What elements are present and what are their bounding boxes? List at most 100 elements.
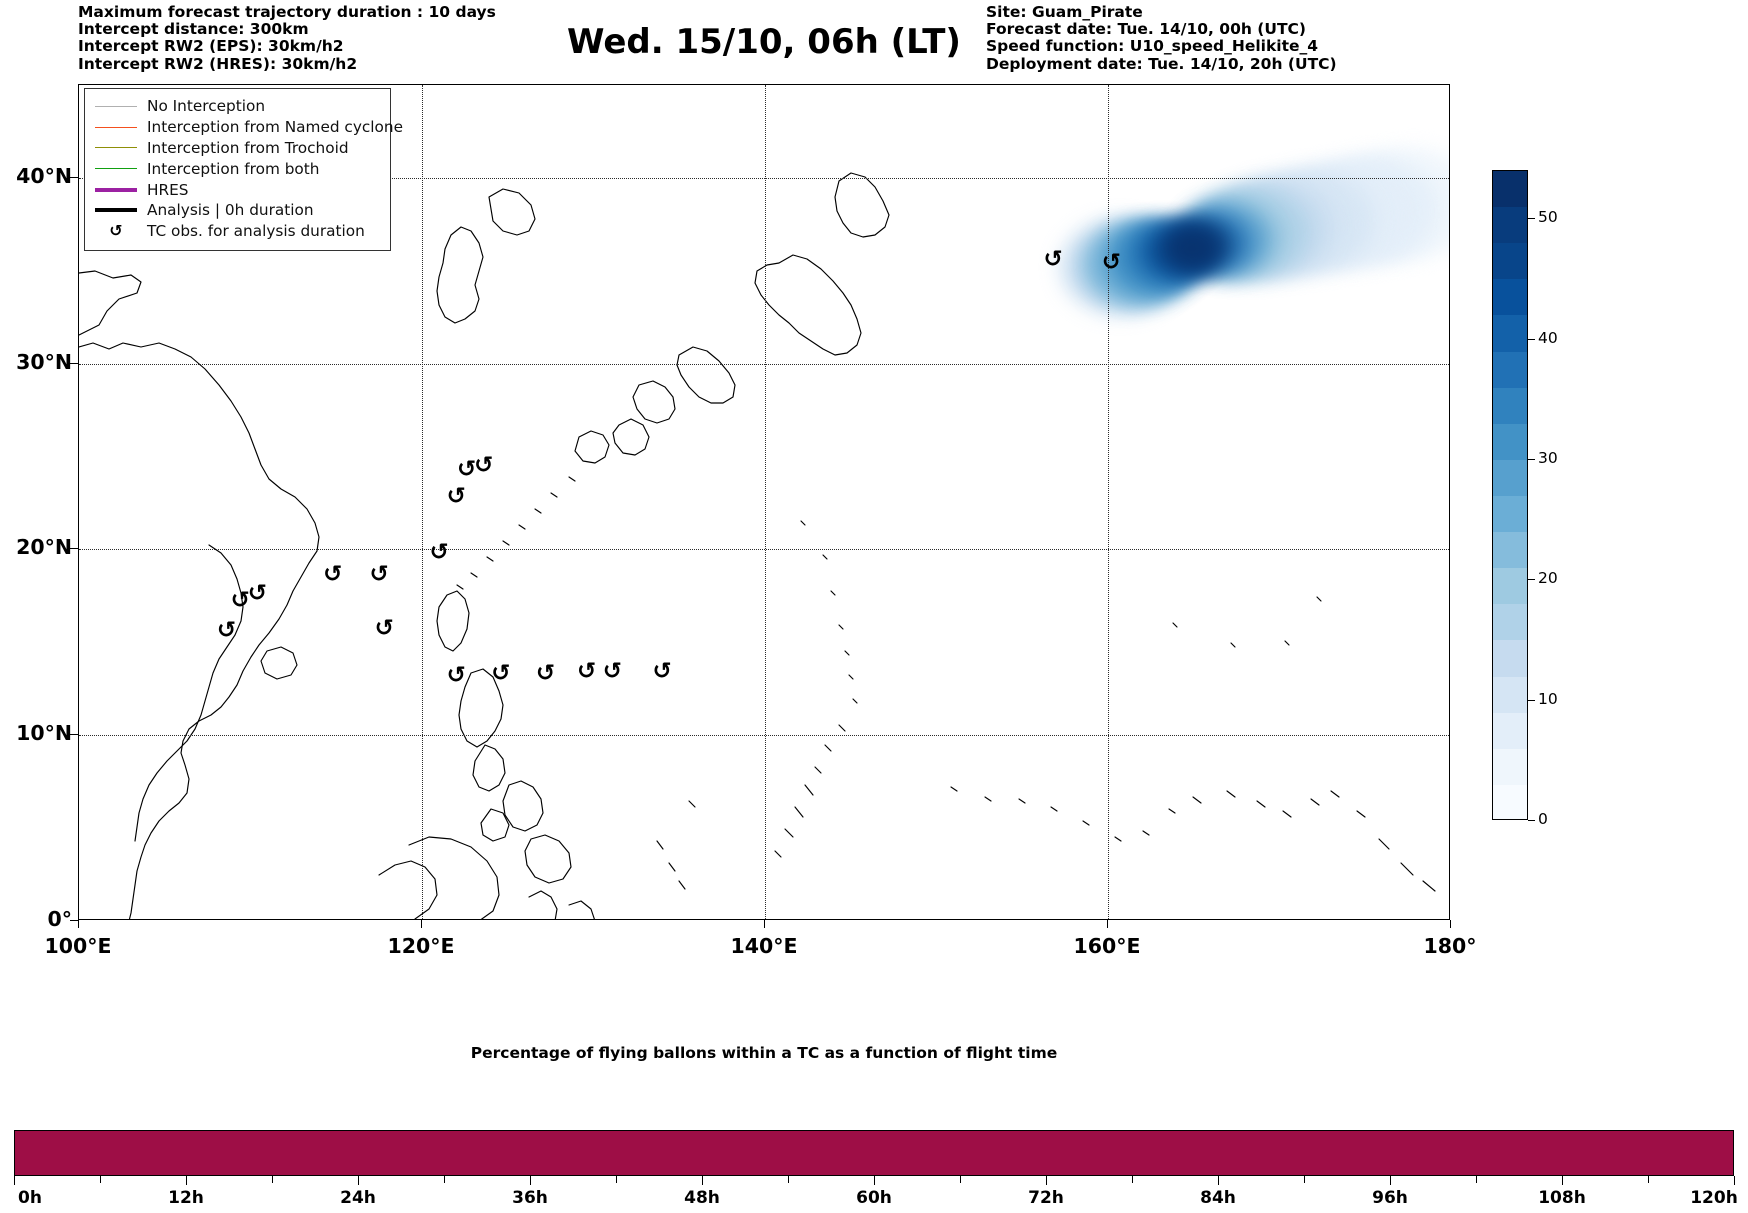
colorbar-tick-label: 20 <box>1538 569 1558 588</box>
tc-observation-marker: ↺ <box>491 660 511 687</box>
percentage-bar-tick-mark <box>1734 1176 1735 1185</box>
percentage-bar-tick-mark <box>1562 1176 1563 1185</box>
legend-item-4[interactable]: HRES <box>94 179 381 200</box>
header-right-metadata: Site: Guam_Pirate Forecast date: Tue. 14… <box>986 3 1416 73</box>
percentage-bar-minor-tick <box>1476 1176 1477 1183</box>
colorbar-segment <box>1493 784 1527 819</box>
legend-item-5[interactable]: Analysis | 0h duration <box>94 200 381 221</box>
colorbar-tick-mark <box>1528 699 1535 701</box>
percentage-bar-tick-mark <box>14 1176 15 1185</box>
legend-line-swatch <box>94 147 138 149</box>
colorbar-tick-mark <box>1528 338 1535 340</box>
percentage-bar-tick-mark <box>702 1176 703 1185</box>
page-title-text: Wed. 15/10, 06h (LT) <box>567 22 961 62</box>
map-gridline-horizontal <box>79 549 1449 551</box>
legend-item-2[interactable]: Interception from Trochoid <box>94 138 381 159</box>
tc-observation-marker: ↺ <box>429 539 449 566</box>
legend-item-3[interactable]: Interception from both <box>94 158 381 179</box>
tc-observation-marker: ↺ <box>230 587 250 614</box>
legend-item-6[interactable]: ↺ TC obs. for analysis duration <box>94 221 381 242</box>
legend-item-label: Interception from Trochoid <box>147 138 349 157</box>
map-legend: No Interception Interception from Named c… <box>84 88 403 251</box>
map-gridline-horizontal <box>79 177 1449 179</box>
percentage-bar-tick-label: 0h <box>18 1188 42 1208</box>
percentage-bar-tick-label: 96h <box>1372 1188 1408 1208</box>
percentage-bar-tick-label: 120h <box>1690 1188 1738 1208</box>
tc-cyclone-glyph: ↺ <box>109 221 123 241</box>
map-xtick-mark <box>764 920 765 928</box>
header-forecast-date: Forecast date: Tue. 14/10, 00h (UTC) <box>986 20 1307 39</box>
legend-line-icon <box>95 105 137 107</box>
tc-observation-marker: ↺ <box>247 580 267 607</box>
colorbar-tick-label: 50 <box>1538 208 1558 227</box>
colorbar-tick-mark <box>1528 218 1535 220</box>
legend-item-0[interactable]: No Interception <box>94 96 381 117</box>
legend-item-label: Interception from Named cyclone <box>147 118 404 137</box>
percentage-bar-tick-mark <box>1390 1176 1391 1185</box>
colorbar-tick-mark <box>1528 820 1535 821</box>
colorbar-tick-label: 0 <box>1538 810 1548 828</box>
percentage-bar-tick-label: 12h <box>168 1188 204 1208</box>
map-xtick-label: 120°E <box>387 934 455 958</box>
map-ytick-mark <box>70 734 78 736</box>
colorbar-segment <box>1493 748 1527 785</box>
percentage-bar-minor-tick <box>1132 1176 1133 1183</box>
colorbar-tick-label: 40 <box>1538 328 1558 347</box>
legend-item-1[interactable]: Interception from Named cyclone <box>94 117 403 138</box>
tc-observation-marker: ↺ <box>474 452 494 479</box>
header-left-line-4: Intercept RW2 (HRES): 30km/h2 <box>78 54 358 73</box>
map-ytick-label: 0° <box>47 907 72 931</box>
page-title: Wed. 15/10, 06h (LT) <box>0 22 1748 62</box>
map-ytick-mark <box>70 362 78 364</box>
legend-line-icon <box>95 208 137 213</box>
tc-observation-marker: ↺ <box>216 617 237 644</box>
percentage-bar-minor-tick <box>960 1176 961 1183</box>
percentage-bar-minor-tick <box>616 1176 617 1183</box>
percentage-bar-minor-tick <box>788 1176 789 1183</box>
tc-observation-marker: ↺ <box>446 662 466 689</box>
tc-observation-marker: ↺ <box>1101 249 1122 276</box>
legend-line-icon <box>95 168 137 170</box>
map-xtick-label: 140°E <box>730 934 798 958</box>
map-ytick-label: 20°N <box>16 535 72 560</box>
tc-observation-marker: ↺ <box>456 456 477 483</box>
eps-density-blob <box>1164 226 1220 271</box>
header-left-metadata: Maximum forecast trajectory duration : 1… <box>78 3 718 73</box>
header-left-line-1: Maximum forecast trajectory duration : 1… <box>78 3 496 21</box>
percentage-bar-tick-mark <box>186 1176 187 1185</box>
header-left-line-3: Intercept RW2 (EPS): 30km/h2 <box>78 37 344 56</box>
map-gridline-horizontal <box>79 735 1449 737</box>
colorbar-gradient <box>1492 170 1528 820</box>
header-left-line-2: Intercept distance: 300km <box>78 20 309 39</box>
map-xtick-mark <box>1107 920 1108 928</box>
tc-observation-marker: ↺ <box>602 658 622 685</box>
header-site: Site: Guam_Pirate <box>986 3 1143 21</box>
tc-observation-marker: ↺ <box>446 483 466 510</box>
map-ytick-mark <box>70 548 78 550</box>
header-speed-function: Speed function: U10_speed_Helikite_4 <box>986 37 1319 56</box>
percentage-bar-title: Percentage of flying ballons within a TC… <box>470 1044 1058 1062</box>
legend-item-label: Analysis | 0h duration <box>147 201 314 220</box>
map-xtick-mark <box>421 920 422 928</box>
map-xtick-mark <box>78 920 79 928</box>
map-ytick-label: 40°N <box>16 163 72 188</box>
map-xtick-label: 180° <box>1423 934 1477 958</box>
percentage-bar-fill <box>15 1131 1733 1175</box>
legend-line-icon <box>95 187 137 192</box>
percentage-bar-tick-label: 108h <box>1538 1188 1586 1208</box>
tc-observation-marker: ↺ <box>1043 246 1063 273</box>
colorbar-segment <box>1493 459 1527 496</box>
colorbar-segment <box>1493 171 1527 208</box>
percentage-bar-tick-label: 36h <box>512 1188 548 1208</box>
tc-observation-marker: ↺ <box>576 658 597 685</box>
map-gridline-vertical <box>1108 85 1109 919</box>
percentage-bar-tick-label: 60h <box>856 1188 892 1208</box>
percentage-bar-tick-label: 72h <box>1028 1188 1064 1208</box>
colorbar-segment <box>1493 532 1527 569</box>
legend-line-swatch <box>94 168 138 170</box>
percentage-bar-tick-label: 48h <box>684 1188 720 1208</box>
colorbar-segment <box>1493 387 1527 424</box>
percentage-bar-tick-mark <box>1046 1176 1047 1185</box>
percentage-bar-axes <box>14 1130 1734 1176</box>
legend-line-swatch <box>94 126 138 128</box>
